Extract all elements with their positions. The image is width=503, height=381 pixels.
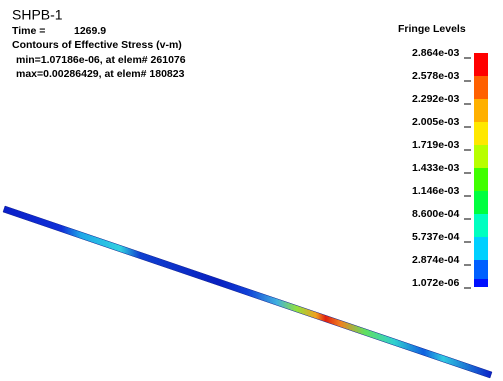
legend-title: Fringe Levels (398, 23, 466, 35)
color-band (474, 99, 488, 122)
legend-label: 2.874e-04 (412, 254, 459, 266)
legend-label: 2.864e-03 (412, 47, 459, 59)
color-band (474, 53, 488, 76)
color-band (474, 237, 488, 260)
legend-label: 2.578e-03 (412, 70, 459, 82)
legend-label: 8.600e-04 (412, 208, 459, 220)
legend-label: 1.146e-03 (412, 185, 459, 197)
color-band (474, 122, 488, 145)
min-label: min=1.07186e-06, at elem# 261076 (16, 54, 186, 66)
color-band (474, 214, 488, 237)
legend-label: 1.719e-03 (412, 139, 459, 151)
viewport: SHPB-1 Time = 1269.9 Contours of Effecti… (0, 0, 503, 381)
color-band (474, 145, 488, 168)
color-bar (474, 53, 488, 287)
legend-label: 2.005e-03 (412, 116, 459, 128)
model-title: SHPB-1 (12, 7, 63, 23)
color-band (474, 76, 488, 99)
legend-label: 5.737e-04 (412, 231, 459, 243)
max-label: max=0.00286429, at elem# 180823 (16, 68, 185, 80)
color-band (474, 279, 488, 287)
time-value: 1269.9 (74, 25, 106, 37)
time-label: Time = (12, 25, 45, 37)
contour-label: Contours of Effective Stress (v-m) (12, 39, 182, 51)
color-band (474, 168, 488, 191)
color-band (474, 191, 488, 214)
legend-label: 2.292e-03 (412, 93, 459, 105)
legend-label: 1.433e-03 (412, 162, 459, 174)
legend-label: 1.072e-06 (412, 277, 459, 289)
legend-labels: 2.864e-03 2.578e-03 2.292e-03 2.005e-03 1.71… (412, 47, 471, 289)
